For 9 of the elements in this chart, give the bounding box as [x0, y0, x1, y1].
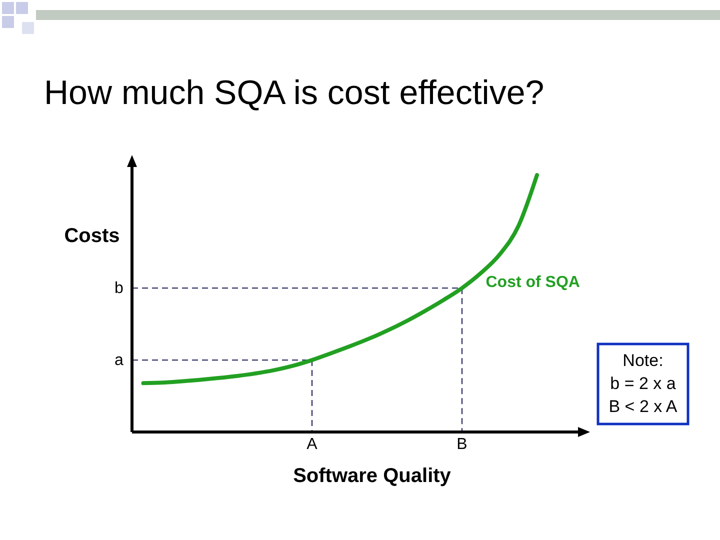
ref-line-label: b — [114, 280, 124, 298]
x-tick-label: B — [456, 436, 468, 453]
text: Note: b = 2 x a B < 2 x A — [608, 351, 678, 416]
x-tick-label: A — [306, 436, 318, 453]
ref-line-label: a — [114, 352, 124, 370]
chart-title: How much SQA is cost effective? — [44, 74, 544, 112]
series-label: Cost of SQA — [486, 274, 580, 292]
y-axis-title: Costs — [64, 225, 120, 247]
x-axis-title: Software Quality — [293, 465, 452, 487]
